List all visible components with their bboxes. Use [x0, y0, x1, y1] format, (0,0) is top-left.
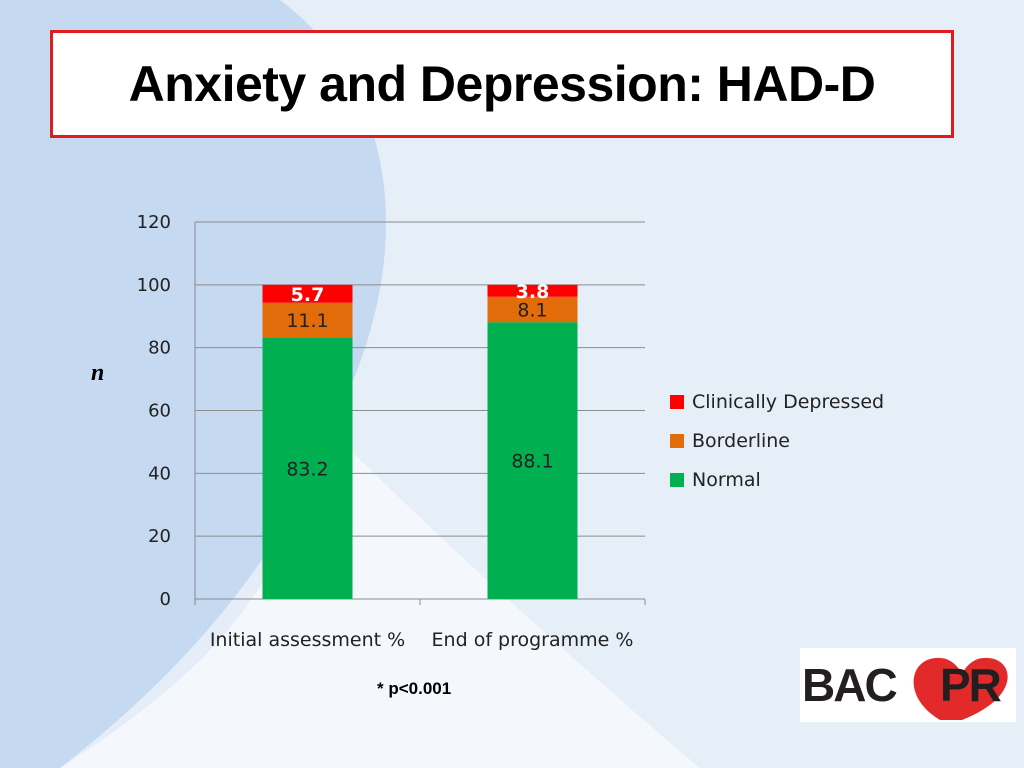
legend-label: Borderline: [692, 429, 790, 452]
slide-title: Anxiety and Depression: HAD-D: [128, 56, 876, 112]
legend-swatch: [670, 433, 684, 448]
title-box: Anxiety and Depression: HAD-D: [50, 30, 954, 138]
legend-swatch: [670, 394, 684, 409]
bacpr-logo: BAC PR: [800, 648, 1016, 722]
y-tick-label: 120: [137, 212, 171, 233]
bar-clinically-depressed: [487, 284, 578, 297]
data-label: 3.8: [516, 281, 550, 303]
y-tick-label: 20: [148, 526, 171, 547]
legend-swatch: [670, 472, 684, 487]
legend-item: Clinically Depressed: [670, 382, 884, 421]
y-tick-label: 100: [137, 275, 171, 296]
data-label: 5.7: [291, 284, 325, 306]
data-label: 8.1: [517, 299, 547, 321]
data-label: 11.1: [286, 310, 328, 332]
legend-item: Normal: [670, 460, 884, 499]
bar-borderline: [262, 302, 353, 338]
bar-normal: [262, 337, 353, 599]
logo-heart-icon: [913, 657, 1008, 720]
footnote: * p<0.001: [377, 679, 452, 698]
x-category-label: Initial assessment %: [210, 629, 405, 651]
legend-item: Borderline: [670, 421, 884, 460]
data-label: 83.2: [286, 458, 328, 480]
data-label: 88.1: [511, 451, 553, 473]
svg-text:PR: PR: [940, 659, 1002, 711]
x-category-label: End of programme %: [432, 629, 634, 651]
y-tick-label: 60: [148, 401, 171, 422]
legend-label: Normal: [692, 468, 761, 491]
bar-clinically-depressed: [262, 284, 353, 303]
legend-label: Clinically Depressed: [692, 390, 885, 413]
y-tick-label: 80: [148, 338, 171, 359]
bar-normal: [487, 322, 578, 599]
y-axis-label: n: [91, 360, 105, 386]
svg-text:BAC: BAC: [802, 659, 896, 711]
chart-legend: Clinically Depressed Borderline Normal: [670, 382, 884, 499]
y-tick-label: 40: [148, 463, 171, 484]
y-tick-label: 0: [160, 589, 171, 610]
bar-borderline: [487, 296, 578, 323]
